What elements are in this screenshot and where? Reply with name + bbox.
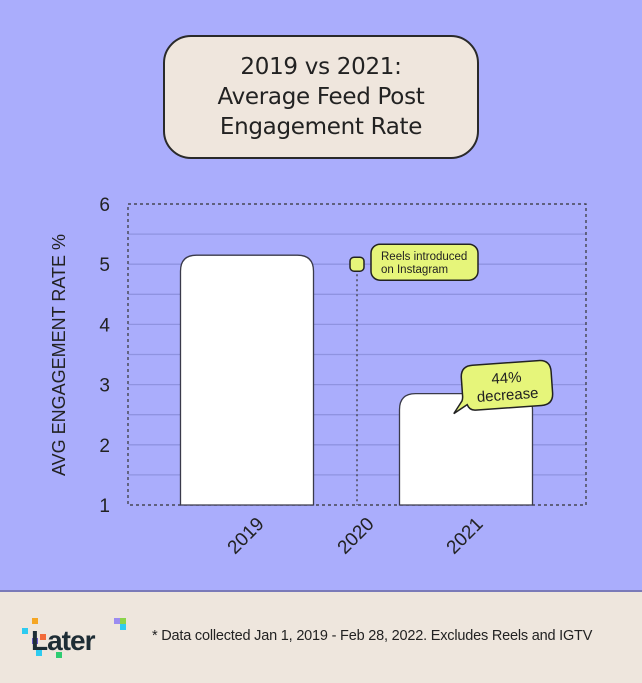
chart-title-box: 2019 vs 2021: Average Feed Post Engageme… — [163, 35, 479, 159]
decrease-callout-line-1: 44% — [491, 369, 522, 388]
chart-panel: 2019 vs 2021: Average Feed Post Engageme… — [0, 0, 642, 590]
reels-callout-line-2: on Instagram — [381, 264, 448, 276]
y-tick-labels: 1 2 3 4 5 6 — [99, 195, 110, 517]
title-line-1: 2019 vs 2021: — [240, 54, 402, 80]
reels-marker-point — [349, 256, 365, 272]
bar-2021 — [398, 392, 534, 506]
x-tick-label: 2019 — [224, 514, 269, 559]
reels-callout-line-1: Reels introduced — [381, 251, 467, 263]
y-tick-label: 2 — [99, 436, 110, 457]
y-tick-label: 3 — [99, 376, 110, 397]
footer: Later * Data collected Jan 1, 2019 - Feb… — [0, 590, 642, 683]
bars — [179, 254, 534, 506]
title-line-3: Engagement Rate — [219, 114, 423, 140]
plot-frame — [127, 203, 587, 506]
y-tick-label: 6 — [99, 195, 110, 216]
decrease-callout-line-2: decrease — [476, 385, 539, 406]
x-tick-labels: 2019 2020 2021 — [224, 514, 488, 559]
later-logo: Later — [22, 618, 126, 658]
y-tick-label: 4 — [99, 315, 110, 336]
bar-chart: 1 2 3 4 5 6 AVG ENGAGEMENT RATE % 2019 2020 202… — [49, 195, 587, 559]
bar-2019 — [179, 254, 315, 506]
y-tick-label: 5 — [99, 255, 110, 276]
x-tick-label: 2021 — [443, 514, 488, 559]
y-axis-label: AVG ENGAGEMENT RATE % — [49, 234, 69, 476]
y-tick-label: 1 — [99, 496, 110, 517]
logo-text: Later — [31, 625, 96, 656]
reels-callout: Reels introduced on Instagram — [370, 243, 479, 281]
reels-callout-box — [370, 243, 479, 281]
x-tick-label: 2020 — [334, 514, 379, 559]
title-line-2: Average Feed Post — [217, 84, 425, 110]
footnote: * Data collected Jan 1, 2019 - Feb 28, 2… — [152, 628, 593, 644]
decrease-callout: 44% decrease — [453, 359, 554, 415]
decrease-callout-bubble — [453, 359, 554, 415]
